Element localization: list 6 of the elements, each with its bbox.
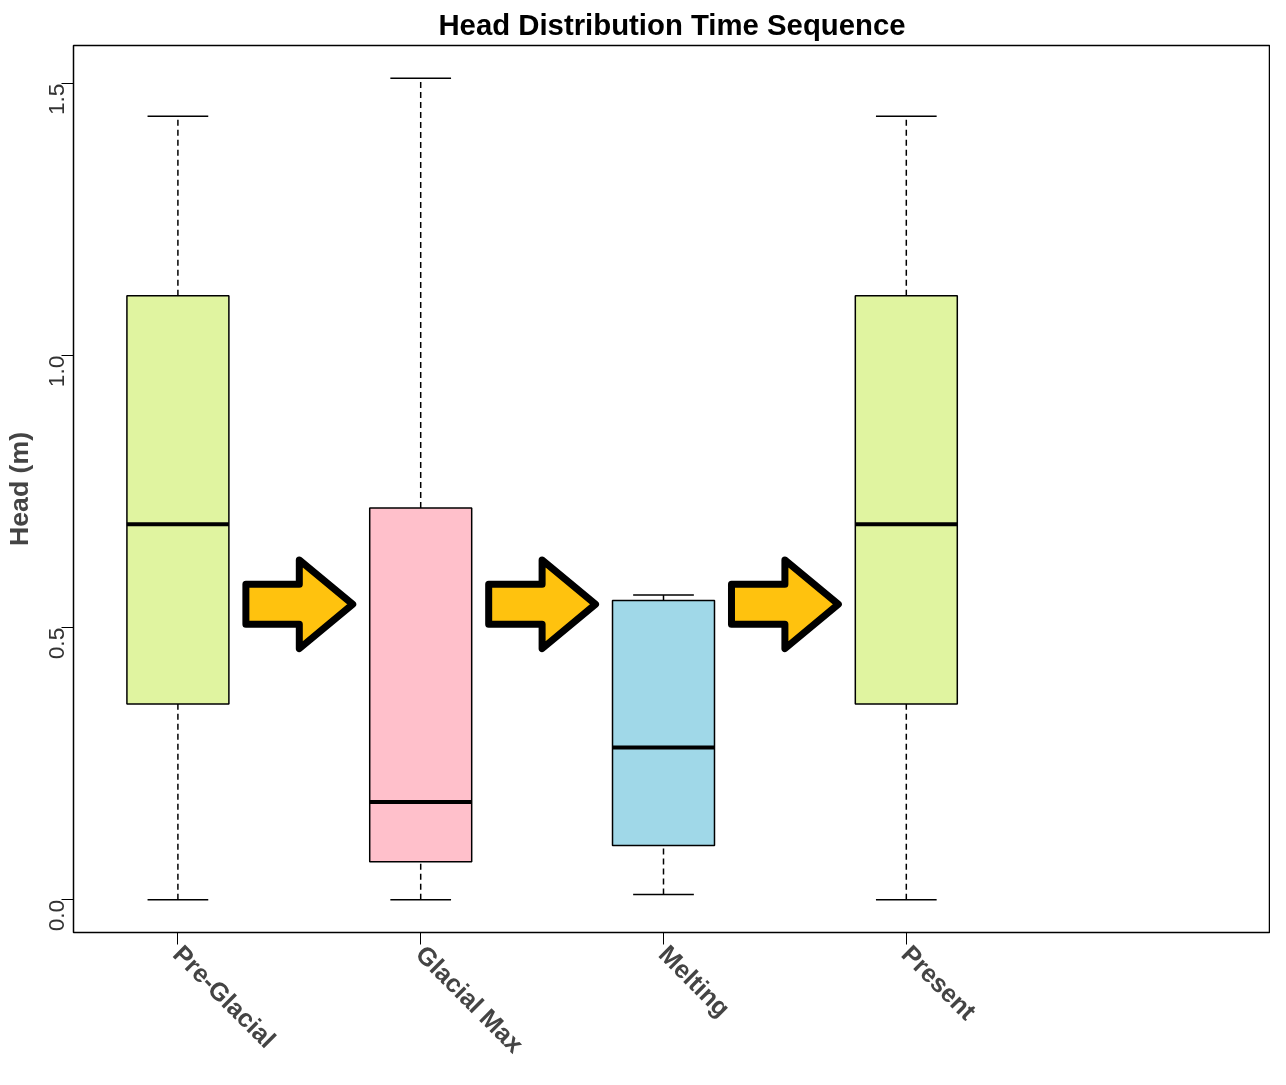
y-axis-title: Head (m)	[3, 431, 34, 547]
y-tick-label: 0.0	[43, 899, 69, 932]
y-tick-label: 0.5	[43, 627, 69, 660]
y-tick-label: 1.0	[43, 355, 69, 388]
chart-title: Head Distribution Time Sequence	[438, 7, 906, 41]
y-tick-label: 1.5	[43, 83, 69, 116]
